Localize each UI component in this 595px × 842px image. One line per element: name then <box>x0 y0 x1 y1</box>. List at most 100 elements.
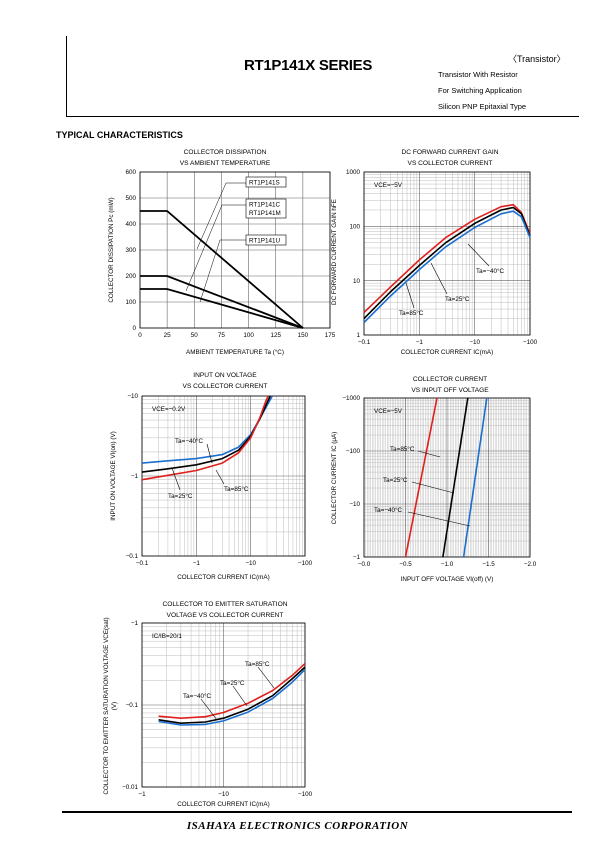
chart-c4: COLLECTOR CURRENT VS INPUT OFF VOLTAGE −0.… <box>331 376 537 583</box>
chart-title-line-1: INPUT ON VOLTAGE <box>193 372 257 379</box>
legend-label: RT1P141U <box>249 238 280 245</box>
chart-title-line-2: VS AMBIENT TEMPERATURE <box>180 160 271 167</box>
plot-frame <box>363 171 531 336</box>
test-condition-label: VCE=−0.2V <box>152 406 186 413</box>
x-tick-label: −1 <box>138 791 146 798</box>
plot-frame <box>141 395 306 557</box>
series-line <box>141 395 272 473</box>
annotation-label: Ta=85°C <box>399 309 424 317</box>
y-tick-label: 100 <box>125 299 136 306</box>
y-tick-label: 1 <box>356 332 360 339</box>
x-tick-label: 125 <box>270 332 281 339</box>
y-tick-label: −10 <box>349 501 360 508</box>
legend-box <box>245 176 287 188</box>
series-line <box>363 203 531 314</box>
annotation-label: Ta=25°C <box>445 295 470 303</box>
y-tick-label: 200 <box>125 273 136 280</box>
x-tick-label: 100 <box>243 332 254 339</box>
chart-title-line-2: VS INPUT OFF VOLTAGE <box>411 387 489 394</box>
category-label: 〈Transistor〉 <box>508 54 566 64</box>
y-tick-label: 1000 <box>346 169 361 176</box>
chart-c3: INPUT ON VOLTAGE VS COLLECTOR CURRENT −0.1… <box>110 372 313 581</box>
legend-label: RT1P141S <box>249 180 280 187</box>
x-axis-label: COLLECTOR CURRENT IC(mA) <box>177 574 269 581</box>
series-line <box>140 275 304 329</box>
y-tick-label: 400 <box>125 221 136 228</box>
test-condition-label: IC/IB=20/1 <box>152 633 182 640</box>
x-tick-label: 150 <box>298 332 309 339</box>
x-tick-label: 25 <box>164 332 172 339</box>
x-tick-label: −2.0 <box>524 561 537 568</box>
y-tick-label: −1 <box>131 473 139 480</box>
annotation-leader <box>405 282 415 309</box>
header-frame <box>66 36 579 117</box>
series-line <box>363 210 531 324</box>
x-tick-label: −100 <box>298 560 313 567</box>
x-tick-label: −1.0 <box>441 561 454 568</box>
x-tick-label: −10 <box>218 791 229 798</box>
legend-leader <box>196 182 246 250</box>
y-tick-label: −0.1 <box>126 553 139 560</box>
y-axis-label-line-1: COLLECTOR TO EMITTER SATURATION VOLTAGE … <box>103 617 110 794</box>
test-condition-label: VCE=−5V <box>374 408 403 415</box>
annotation-leader <box>206 443 213 464</box>
annotation-leader <box>257 666 275 689</box>
y-tick-label: 300 <box>125 247 136 254</box>
annotation-leader <box>171 467 181 491</box>
annotation-label: Ta=−40°C <box>175 437 204 445</box>
annotation-leader <box>467 243 490 267</box>
y-tick-label: −1 <box>131 620 139 627</box>
chart-title-line-2: VS COLLECTOR CURRENT <box>183 383 268 390</box>
chart-title-line-1: COLLECTOR CURRENT <box>413 376 487 383</box>
y-tick-label: −0.1 <box>126 702 139 709</box>
chart-title-line-2: VOLTAGE VS COLLECTOR CURRENT <box>167 612 284 619</box>
series-line <box>158 666 306 724</box>
annotation-leader <box>232 685 248 707</box>
y-tick-label: 600 <box>125 169 136 176</box>
plot-frame <box>139 171 331 329</box>
chart-title-line-2: VS COLLECTOR CURRENT <box>408 160 493 167</box>
chart-title-line-1: COLLECTOR TO EMITTER SATURATION <box>162 601 287 608</box>
x-tick-label: −1 <box>193 560 201 567</box>
chart-c1: COLLECTOR DISSIPATION VS AMBIENT TEMPERAT… <box>108 149 336 356</box>
y-tick-label: −100 <box>346 448 361 455</box>
x-axis-label: AMBIENT TEMPERATURE Ta (°C) <box>186 348 284 356</box>
y-tick-label: 10 <box>353 278 361 285</box>
subtitle-line-2: For Switching Application <box>438 86 522 95</box>
legend-leader <box>185 204 246 292</box>
plot-frame <box>363 397 531 558</box>
subtitle-line-1: Transistor With Resistor <box>438 70 518 79</box>
x-tick-label: −100 <box>523 339 538 346</box>
annotation-label: Ta=−40°C <box>476 267 505 275</box>
x-tick-label: −0.1 <box>358 339 371 346</box>
x-axis-label: INPUT OFF VOLTAGE VI(off) (V) <box>401 576 494 583</box>
x-tick-label: −10 <box>469 339 480 346</box>
x-tick-label: −100 <box>298 791 313 798</box>
legend-label: RT1P141C <box>249 202 280 209</box>
x-tick-label: −0.5 <box>399 561 412 568</box>
y-tick-label: −10 <box>127 393 138 400</box>
annotation-label: Ta=25°C <box>220 679 245 687</box>
x-tick-label: 75 <box>218 332 226 339</box>
legend-label: RT1P141M <box>249 210 281 217</box>
annotation-leader <box>200 698 218 721</box>
y-tick-label: −0.01 <box>122 784 138 791</box>
chart-title-line-1: COLLECTOR DISSIPATION <box>184 149 267 156</box>
y-tick-label: −1000 <box>342 395 360 402</box>
x-tick-label: 0 <box>138 332 142 339</box>
legend-leader <box>199 239 246 303</box>
chart-c2: DC FORWARD CURRENT GAIN VS COLLECTOR CURR… <box>331 149 538 356</box>
y-axis-label: DC FORWARD CURRENT GAIN hFE <box>331 199 338 305</box>
annotation-label: Ta=85°C <box>224 485 249 493</box>
x-tick-label: −0.1 <box>136 560 149 567</box>
series-title: RT1P141X SERIES <box>244 57 373 74</box>
series-line <box>363 206 531 320</box>
chart-title-line-1: DC FORWARD CURRENT GAIN <box>402 149 499 156</box>
x-tick-label: −1 <box>416 339 424 346</box>
chart-c5: COLLECTOR TO EMITTER SATURATION VOLTAGE V… <box>103 601 313 808</box>
x-tick-label: −0.0 <box>358 561 371 568</box>
annotation-leader <box>215 469 225 485</box>
y-axis-label: COLLECTOR DISSIPATION Pc (mW) <box>108 197 115 302</box>
series-line <box>404 397 438 558</box>
